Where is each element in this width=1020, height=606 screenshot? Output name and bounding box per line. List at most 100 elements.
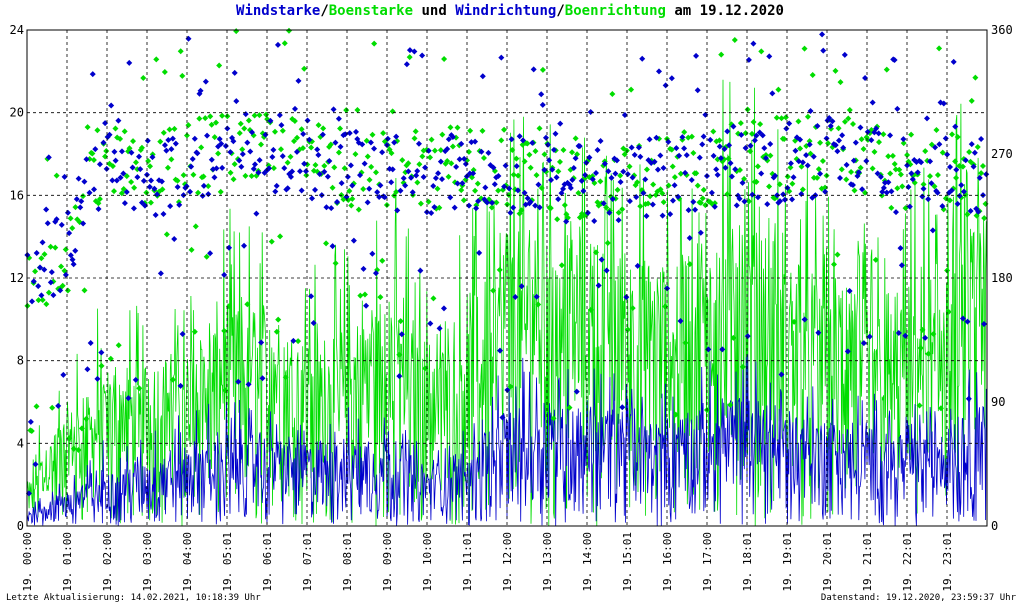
wind-direction-point (221, 271, 228, 278)
wind-direction-point (384, 135, 391, 142)
x-tick-label: 19. 12:00 (501, 532, 514, 592)
gust-direction-point (303, 172, 310, 179)
gust-direction-point (515, 172, 522, 179)
x-tick-label: 19. 09:00 (381, 532, 394, 592)
gust-direction-point (185, 122, 192, 129)
gust-direction-point (89, 150, 96, 157)
wind-direction-point (83, 156, 90, 163)
wind-direction-point (113, 177, 120, 184)
gust-direction-point (773, 114, 780, 121)
wind-direction-point (795, 158, 802, 165)
gust-direction-point (80, 193, 87, 200)
wind-direction-point (742, 145, 749, 152)
gust-direction-point (467, 127, 474, 134)
gust-direction-point (880, 131, 887, 138)
wind-direction-point (967, 207, 974, 214)
gust-direction-point (547, 205, 554, 212)
wind-direction-point (639, 55, 646, 62)
title-date: am 19.12.2020 (665, 3, 784, 19)
x-tick-label: 19. 10:00 (421, 532, 434, 592)
wind-direction-point (459, 180, 466, 187)
wind-direction-point (772, 172, 779, 179)
wind-direction-point (397, 187, 404, 194)
gust-direction-point (575, 190, 582, 197)
gust-direction-point (922, 148, 929, 155)
wind-direction-point (73, 196, 80, 203)
gust-direction-point (753, 178, 760, 185)
gust-direction-point (349, 195, 356, 202)
wind-direction-point (391, 139, 398, 146)
wind-direction-point (289, 168, 296, 175)
wind-direction-point (885, 179, 892, 186)
right-tick-label: 90 (991, 395, 1005, 409)
gust-direction-point (230, 176, 237, 183)
wind-direction-point (422, 164, 429, 171)
wind-direction-point (140, 177, 147, 184)
wind-direction-point (265, 165, 272, 172)
wind-direction-point (947, 163, 954, 170)
title-gust-direction: Boenrichtung (564, 3, 666, 19)
wind-direction-point (711, 203, 718, 210)
wind-direction-point (374, 189, 381, 196)
gust-direction-point (900, 140, 907, 147)
gust-direction-point (876, 139, 883, 146)
wind-direction-point (542, 134, 549, 141)
wind-direction-point (764, 201, 771, 208)
gust-direction-point (892, 166, 899, 173)
gust-direction-point (762, 151, 769, 158)
wind-direction-point (510, 204, 517, 211)
wind-direction-point (960, 188, 967, 195)
wind-direction-point (615, 217, 622, 224)
wind-direction-point (983, 171, 990, 178)
wind-direction-point (893, 209, 900, 216)
wind-direction-point (377, 182, 384, 189)
wind-direction-point (239, 151, 246, 158)
gust-direction-point (694, 182, 701, 189)
right-tick-label: 270 (991, 147, 1013, 161)
gust-direction-point (98, 362, 105, 369)
wind-direction-point (679, 134, 686, 141)
gust-direction-point (493, 199, 500, 206)
wind-direction-point (163, 147, 170, 154)
wind-direction-point (146, 183, 153, 190)
gust-direction-point (509, 146, 516, 153)
gust-direction-point (389, 108, 396, 115)
gust-direction-point (472, 187, 479, 194)
title-sep2: / (556, 3, 565, 19)
wind-direction-point (944, 151, 951, 158)
gust-direction-point (974, 143, 981, 150)
wind-direction-point (733, 202, 740, 209)
gust-direction-point (869, 165, 876, 172)
x-tick-label: 19. 11:01 (461, 532, 474, 592)
wind-direction-point (864, 128, 871, 135)
gust-direction-point (979, 162, 986, 169)
wind-direction-point (414, 167, 421, 174)
gust-direction-point (131, 184, 138, 191)
gust-direction-point (966, 148, 973, 155)
wind-direction-point (690, 198, 697, 205)
gust-direction-point (750, 118, 757, 125)
title-direction: Windrichtung (455, 3, 557, 19)
wind-direction-point (309, 195, 316, 202)
wind-direction-point (177, 382, 184, 389)
wind-direction-point (659, 212, 666, 219)
wind-direction-point (129, 164, 136, 171)
wind-direction-point (846, 287, 853, 294)
wind-direction-point (238, 163, 245, 170)
wind-direction-point (836, 137, 842, 144)
gust-direction-point (444, 158, 451, 165)
wind-direction-point (398, 331, 405, 338)
wind-direction-point (174, 183, 181, 190)
wind-direction-point (518, 283, 525, 290)
wind-direction-point (231, 69, 238, 76)
wind-direction-point (727, 160, 734, 167)
gust-direction-point (697, 199, 704, 206)
wind-direction-point (258, 339, 265, 346)
wind-direction-point (767, 141, 774, 148)
wind-direction-point (168, 146, 175, 153)
gust-direction-point (90, 156, 97, 163)
wind-direction-point (717, 155, 724, 162)
gust-direction-point (480, 155, 487, 162)
wind-direction-point (619, 404, 626, 411)
gust-direction-point (791, 318, 798, 325)
